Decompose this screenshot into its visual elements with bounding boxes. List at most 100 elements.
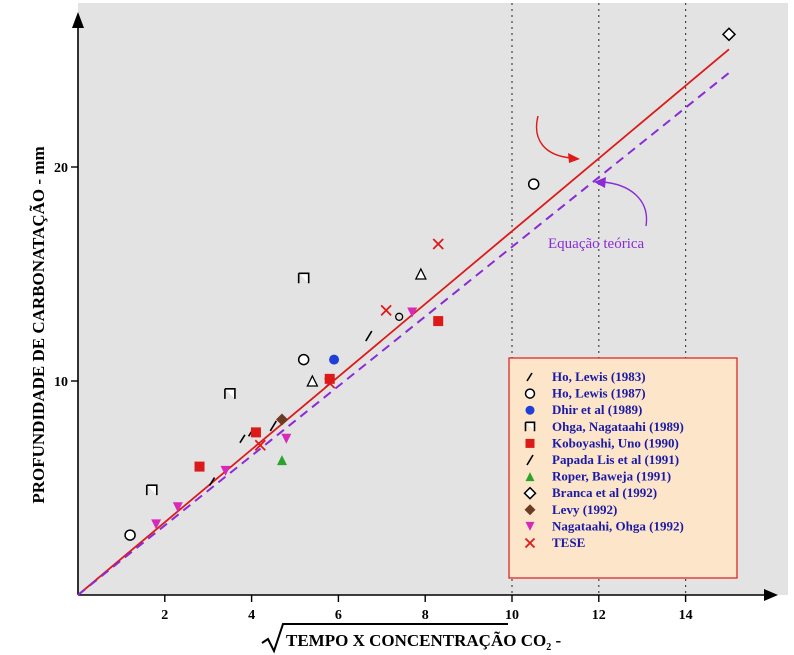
- y-tick-label: 20: [54, 161, 68, 176]
- data-point: [239, 434, 246, 444]
- x-tick-label: 6: [335, 608, 342, 623]
- x-tick-label: 12: [592, 608, 606, 623]
- triangle-down-mark: [151, 519, 162, 530]
- y-tick-labels: 10 20: [54, 161, 78, 390]
- x-tick-label: 2: [161, 608, 168, 623]
- legend-marker: [525, 472, 535, 482]
- diamond-mark: [523, 486, 537, 500]
- data-point: [275, 413, 288, 426]
- data-point: [151, 519, 162, 530]
- data-point: [208, 477, 216, 487]
- legend-marker: [526, 454, 534, 466]
- data-point: [407, 307, 418, 318]
- data-point: [380, 304, 392, 317]
- data-point: [324, 377, 336, 389]
- legend: Ho, Lewis (1983) Ho, Lewis (1987)Dhir et …: [508, 357, 738, 579]
- axis-titles: PROFUNDIDADE DE CARBONATAÇÃO - mm TEMPO …: [29, 146, 561, 654]
- x-axis-title-group: TEMPO X CONCENTRAÇÃO CO2 -: [261, 623, 561, 654]
- triangle-down-mark: [525, 521, 535, 531]
- data-point: [329, 354, 340, 365]
- legend-marker: [524, 388, 536, 399]
- tick-mark: [239, 434, 246, 444]
- data-point: [297, 353, 310, 366]
- dot-mark: [525, 405, 535, 415]
- x-tick-label: 4: [248, 608, 255, 623]
- circle-mark: [297, 353, 310, 366]
- triangle-down-mark: [172, 502, 183, 513]
- triangle-mark: [414, 267, 427, 280]
- diamond-mark: [721, 27, 737, 42]
- legend-marker: [525, 521, 535, 531]
- sqrt-symbol-icon: [261, 623, 508, 654]
- square-mark: [524, 421, 536, 432]
- data-point: [220, 465, 231, 476]
- legend-marker: [526, 372, 533, 382]
- triangle-mark: [525, 472, 535, 482]
- x-axis-arrow-icon: [764, 589, 778, 601]
- data-point: [254, 439, 266, 451]
- circle-mark: [124, 529, 136, 541]
- legend-entry: Koboyashi, Uno (1990): [552, 435, 679, 450]
- legend-entry: Roper, Baweja (1991): [552, 469, 671, 484]
- data-point: [172, 502, 183, 513]
- x-tick-label: 14: [679, 608, 693, 623]
- x-mark: [254, 439, 266, 451]
- data-point: [395, 312, 404, 321]
- theory-arrow-curve: [601, 181, 648, 227]
- dot-mark: [329, 354, 340, 365]
- trend-lines: [77, 48, 730, 596]
- square-mark: [525, 438, 535, 448]
- data-point: [432, 238, 444, 250]
- x-axis-title-suffix: -: [551, 631, 561, 650]
- circle-mark: [524, 388, 536, 399]
- y-axis-title: PROFUNDIDADE DE CARBONATAÇÃO - mm: [29, 146, 48, 503]
- legend-marker: [524, 537, 536, 549]
- data-point: [414, 267, 427, 280]
- fit-arrow-curve: [535, 115, 573, 159]
- legend-marker: [524, 504, 536, 516]
- legend-entry: Branca et al (1992): [552, 485, 657, 500]
- data-point: [527, 178, 540, 190]
- legend-entry: Ho, Lewis (1983): [552, 369, 646, 384]
- triangle-mark: [306, 374, 319, 387]
- legend-marker: [525, 405, 535, 415]
- tick-mark: [526, 372, 533, 382]
- x-mark: [324, 377, 336, 389]
- slash-mark: [269, 420, 277, 432]
- data-point: [281, 433, 292, 444]
- data-point: [324, 373, 335, 384]
- x-axis-title-subscript: 2: [546, 642, 551, 653]
- data-point: [269, 420, 277, 432]
- theory-arrow-head-icon: [594, 177, 606, 188]
- square-mark: [250, 427, 261, 438]
- square-mark: [224, 388, 236, 399]
- x-tick-label: 10: [505, 608, 519, 623]
- legend-entry: Papada Lis et al (1991): [552, 452, 679, 467]
- square-mark: [194, 461, 205, 472]
- legend-entry: Dhir et al (1989): [552, 402, 642, 417]
- theory-line: [77, 72, 730, 596]
- y-axis-arrow-icon: [72, 12, 84, 28]
- fit-line: [77, 48, 730, 596]
- x-tick-labels: 2 4 6 8 10 12 14: [161, 595, 693, 623]
- x-mark: [380, 304, 392, 317]
- x-axis-title: TEMPO X CONCENTRAÇÃO CO2 -: [286, 631, 561, 653]
- tick-mark: [208, 477, 216, 487]
- legend-marker: [525, 438, 535, 448]
- legend-box: [508, 357, 738, 579]
- data-point: [194, 461, 205, 472]
- axes: [72, 12, 778, 601]
- triangle-down-mark: [220, 465, 231, 476]
- legend-marker: [523, 486, 537, 500]
- legend-entry: Ohga, Nagataahi (1989): [552, 419, 684, 434]
- x-tick-label: 8: [422, 608, 429, 623]
- annotations: Equação teórica: [535, 115, 648, 252]
- data-point: [250, 427, 261, 438]
- diamond-mark: [275, 413, 288, 426]
- data-point: [721, 27, 737, 42]
- circle-mark: [527, 178, 540, 190]
- square-mark: [324, 373, 335, 384]
- square-mark: [145, 484, 158, 496]
- slash-mark: [526, 454, 534, 466]
